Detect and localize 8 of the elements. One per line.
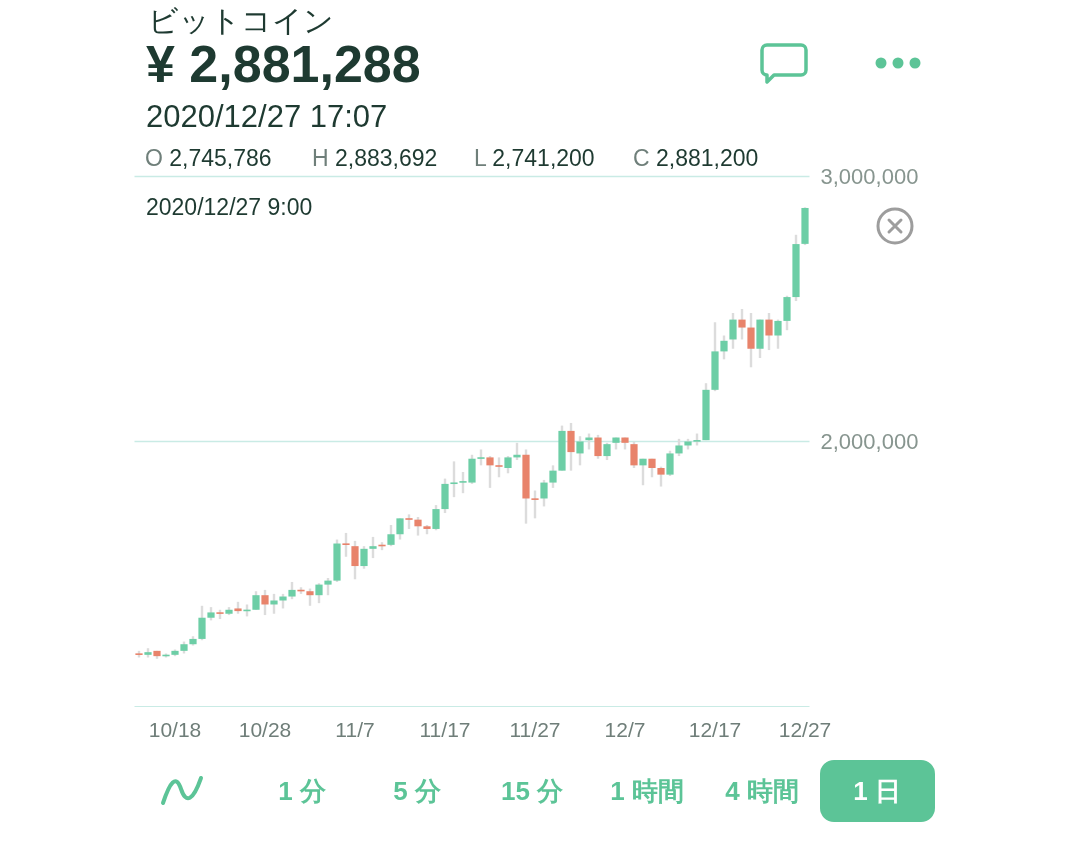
subtitle: ¥ 2,881,288: [146, 35, 421, 93]
annotation: 2020/12/27 17:07: [146, 99, 388, 134]
annotation: L 2,741,200: [474, 145, 595, 171]
annotation: O 2,745,786: [145, 145, 272, 171]
annotation: C 2,881,200: [633, 145, 759, 171]
title: ビットコイン: [148, 4, 334, 37]
annotation: 2020/12/27 9:00: [146, 194, 313, 220]
annotation: H 2,883,692: [312, 145, 438, 171]
